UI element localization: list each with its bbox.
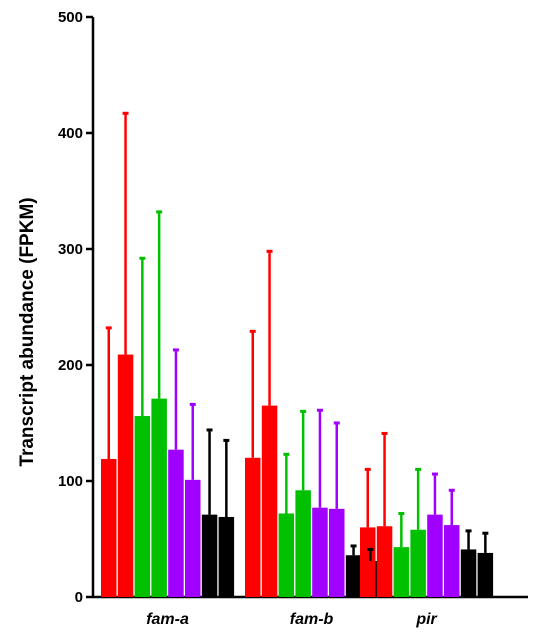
bar	[295, 490, 311, 597]
bar	[410, 529, 426, 597]
bar	[151, 398, 167, 597]
bar	[245, 457, 261, 597]
x-tick-label: pir	[415, 611, 437, 628]
bar	[345, 555, 362, 597]
bar	[218, 516, 235, 597]
bar	[117, 354, 134, 597]
y-tick-label: 100	[58, 473, 83, 490]
bar	[278, 513, 295, 597]
x-tick-label: fam-b	[290, 611, 334, 628]
bar	[329, 508, 345, 597]
bar	[444, 525, 460, 597]
bar	[201, 514, 218, 597]
bar	[185, 479, 201, 597]
bar	[168, 449, 184, 597]
x-tick-label: fam-a	[146, 611, 189, 628]
x-tick-labels: fam-a fam-b pir	[146, 611, 437, 628]
y-tick-label: 300	[58, 241, 83, 258]
bars	[101, 354, 494, 597]
bar	[460, 549, 477, 597]
error-bars	[105, 111, 489, 562]
bar	[393, 547, 410, 597]
y-tick-label: 400	[58, 125, 83, 142]
bar	[101, 458, 117, 597]
bar	[312, 507, 328, 597]
bar	[427, 514, 443, 597]
y-tick-label: 200	[58, 357, 83, 374]
y-tick-label: 500	[58, 9, 83, 26]
bar	[261, 405, 278, 597]
bar	[360, 527, 376, 597]
bar	[376, 526, 393, 597]
bar	[477, 552, 494, 597]
y-axis-title: Transcript abundance (FPKM)	[17, 197, 38, 466]
bar	[134, 416, 151, 597]
y-tick-label: 0	[75, 589, 83, 606]
y-ticks: 0 100 200 300 400 500	[58, 9, 93, 606]
